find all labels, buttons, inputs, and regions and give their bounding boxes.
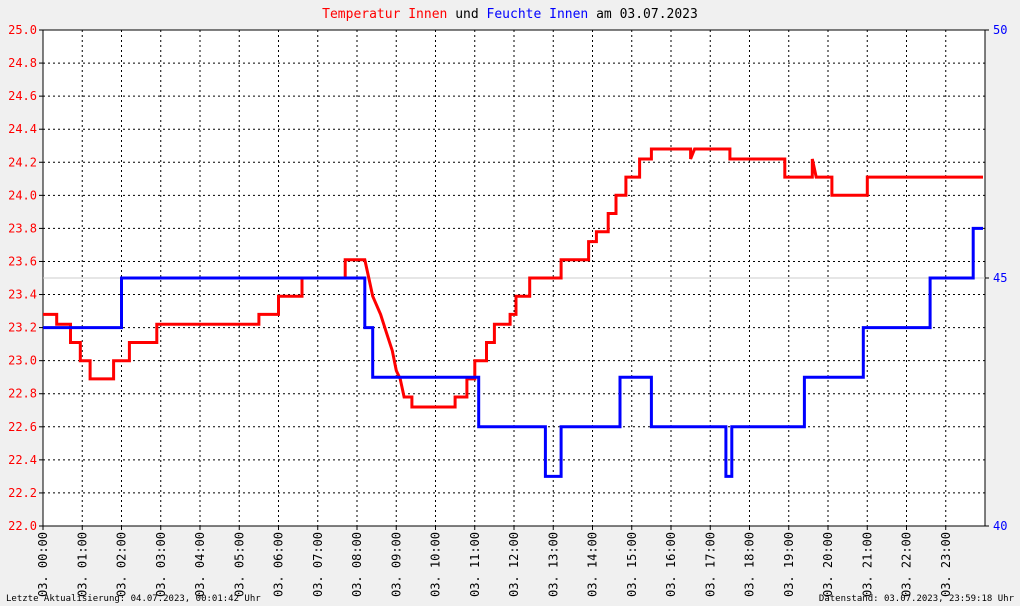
x-tick-label: 03. 15:00 (625, 532, 639, 597)
left-tick-label: 24.8 (8, 56, 37, 70)
left-tick-label: 22.2 (8, 486, 37, 500)
grid (43, 30, 985, 526)
series-lines (43, 147, 983, 478)
left-tick-label: 22.6 (8, 420, 37, 434)
x-tick-label: 03. 00:00 (36, 532, 50, 597)
left-tick-label: 23.2 (8, 321, 37, 335)
x-tick-label: 03. 17:00 (703, 532, 717, 597)
x-tick-label: 03. 02:00 (115, 532, 129, 597)
x-tick-label: 03. 13:00 (546, 532, 560, 597)
left-tick-label: 25.0 (8, 23, 37, 37)
left-tick-label: 22.8 (8, 387, 37, 401)
x-tick-label: 03. 07:00 (311, 532, 325, 597)
left-tick-label: 22.4 (8, 453, 37, 467)
x-tick-label: 03. 23:00 (939, 532, 953, 597)
left-tick-label: 24.2 (8, 155, 37, 169)
title-date: am 03.07.2023 (596, 7, 698, 22)
x-tick-label: 03. 14:00 (586, 532, 600, 597)
x-tick-label: 03. 05:00 (232, 532, 246, 597)
x-tick-label: 03. 20:00 (821, 532, 835, 597)
x-tick-label: 03. 12:00 (507, 532, 521, 597)
x-tick-label: 03. 16:00 (664, 532, 678, 597)
left-tick-label: 24.0 (8, 188, 37, 202)
footer-data-status: Datenstand: 03.07.2023, 23:59:18 Uhr (819, 594, 1015, 604)
title-connector: und (455, 7, 478, 22)
x-tick-label: 03. 11:00 (468, 532, 482, 597)
right-tick-label: 50 (993, 23, 1007, 37)
right-tick-label: 45 (993, 271, 1007, 285)
left-tick-label: 23.4 (8, 288, 37, 302)
humidity-line (43, 226, 983, 478)
right-tick-label: 40 (993, 519, 1007, 533)
left-axis-ticks: 22.0 22.2 22.4 22.6 22.8 23.0 23.2 23.4 23.6 23.8… (8, 23, 43, 533)
x-tick-label: 03. 10:00 (429, 532, 443, 597)
x-tick-label: 03. 18:00 (743, 532, 757, 597)
x-tick-label: 03. 09:00 (389, 532, 403, 597)
title-humidity: Feuchte Innen (487, 7, 589, 22)
x-tick-label: 03. 19:00 (782, 532, 796, 597)
x-tick-label: 03. 04:00 (193, 532, 207, 597)
left-tick-label: 23.8 (8, 221, 37, 235)
x-tick-label: 03. 08:00 (350, 532, 364, 597)
x-tick-label: 03. 03:00 (154, 532, 168, 597)
left-tick-label: 23.6 (8, 254, 37, 268)
right-axis-ticks: 40 45 50 (985, 23, 1007, 533)
x-tick-label: 03. 21:00 (860, 532, 874, 597)
left-tick-label: 24.6 (8, 89, 37, 103)
left-tick-label: 22.0 (8, 519, 37, 533)
left-tick-label: 23.0 (8, 354, 37, 368)
temperature-line (43, 147, 983, 409)
x-tick-label: 03. 22:00 (900, 532, 914, 597)
chart-title: Temperatur Innen und Feuchte Innen am 03… (322, 7, 698, 22)
left-tick-label: 24.4 (8, 122, 37, 136)
x-tick-label: 03. 06:00 (272, 532, 286, 597)
footer-last-update: Letzte Aktualisierung: 04.07.2023, 00:01… (6, 594, 261, 604)
x-tick-label: 03. 01:00 (75, 532, 89, 597)
title-temperature: Temperatur Innen (322, 7, 447, 22)
x-axis-ticks: 03. 00:00 03. 01:00 03. 02:00 03. 03:00 03. … (36, 526, 953, 597)
